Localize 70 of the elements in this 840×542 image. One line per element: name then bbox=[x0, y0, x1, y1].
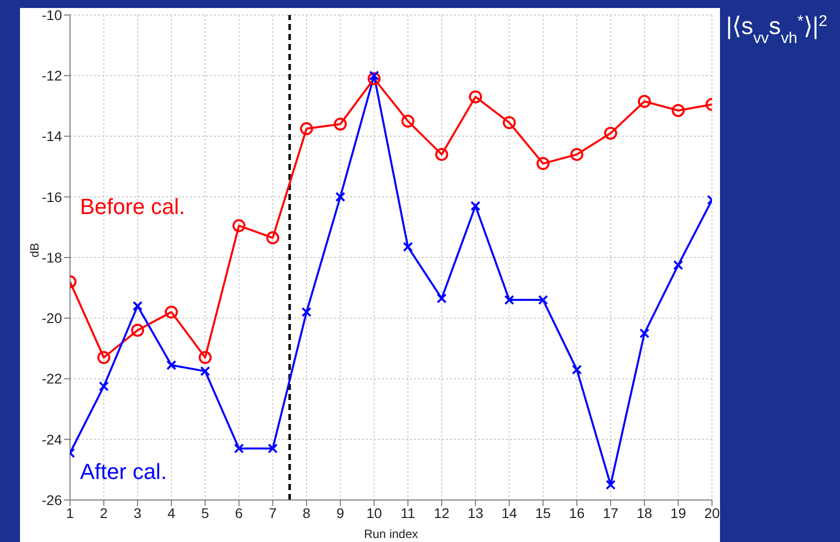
x-tick-label: 9 bbox=[336, 504, 344, 521]
point bbox=[401, 114, 414, 128]
point bbox=[232, 219, 246, 232]
point bbox=[268, 443, 278, 454]
point bbox=[132, 301, 143, 311]
point bbox=[502, 116, 516, 130]
x-tick-label: 20 bbox=[704, 504, 720, 521]
x-tick-label: 17 bbox=[602, 504, 619, 521]
y-axis-title: dB bbox=[27, 242, 42, 258]
point bbox=[639, 328, 650, 338]
x-tick-label: 12 bbox=[434, 504, 450, 521]
y-tick-label: -16 bbox=[42, 188, 62, 205]
y-tick-label: -26 bbox=[42, 492, 62, 508]
point bbox=[164, 306, 178, 319]
point bbox=[97, 351, 110, 364]
x-tick-label: 10 bbox=[366, 504, 382, 521]
point bbox=[570, 148, 584, 161]
point bbox=[470, 200, 480, 211]
point bbox=[302, 307, 312, 318]
x-tick-label: 7 bbox=[268, 504, 277, 521]
x-tick-label: 4 bbox=[167, 504, 176, 521]
x-tick-label: 16 bbox=[569, 504, 585, 521]
point bbox=[334, 118, 347, 131]
text: Before cal. bbox=[80, 194, 186, 219]
y-tick-label: -22 bbox=[42, 370, 62, 387]
y-tick-label: -12 bbox=[42, 68, 62, 84]
point bbox=[200, 366, 210, 376]
point bbox=[198, 351, 212, 364]
point bbox=[234, 443, 244, 454]
y-tick-label: -24 bbox=[42, 431, 62, 448]
x-tick-label: 18 bbox=[636, 504, 652, 521]
point bbox=[468, 90, 482, 104]
point bbox=[266, 231, 280, 244]
x-tick-label: 13 bbox=[468, 504, 484, 521]
y-tick-label: -20 bbox=[42, 310, 62, 326]
point bbox=[606, 480, 616, 490]
x-tick-label: 6 bbox=[235, 504, 244, 521]
point bbox=[638, 94, 651, 108]
point bbox=[166, 360, 176, 370]
x-axis-title: Run index bbox=[364, 527, 418, 541]
y-tick-label: -18 bbox=[42, 249, 62, 266]
point bbox=[604, 126, 618, 140]
point bbox=[368, 72, 381, 86]
x-tick-label: 19 bbox=[670, 504, 686, 521]
point bbox=[369, 70, 380, 81]
point bbox=[672, 104, 685, 117]
point bbox=[538, 294, 548, 305]
x-tick-label: 1 bbox=[66, 504, 74, 521]
point bbox=[435, 148, 448, 161]
point bbox=[504, 294, 514, 305]
x-tick-label: 15 bbox=[535, 504, 552, 521]
x-tick-label: 5 bbox=[201, 504, 210, 521]
point bbox=[673, 260, 684, 270]
point bbox=[300, 122, 314, 136]
x-tick-label: 14 bbox=[501, 504, 518, 521]
y-tick-label: -14 bbox=[42, 128, 62, 144]
point bbox=[572, 364, 582, 375]
point bbox=[335, 192, 346, 202]
point bbox=[402, 242, 413, 252]
point bbox=[536, 157, 550, 170]
text: |⟨s$_{vv}$s$_{vh}$$^{*}$⟩|$^{2}$ bbox=[726, 12, 828, 46]
x-tick-label: 2 bbox=[100, 504, 108, 521]
x-tick-label: 3 bbox=[134, 504, 142, 521]
point bbox=[98, 381, 109, 392]
point bbox=[131, 324, 144, 337]
y-tick-label: -10 bbox=[42, 6, 62, 23]
x-tick-label: 8 bbox=[302, 504, 311, 521]
point bbox=[436, 293, 447, 304]
x-tick-label: 11 bbox=[400, 504, 416, 521]
series-label: After cal. bbox=[80, 459, 167, 484]
